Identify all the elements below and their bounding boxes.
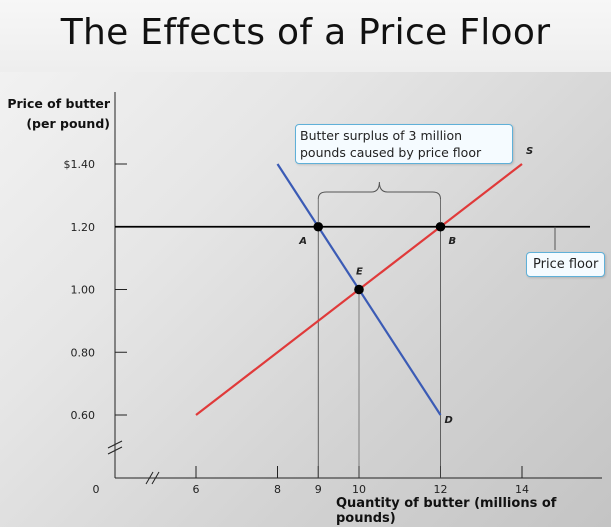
- price-floor-callout: Price floor: [526, 252, 606, 277]
- x-tick-label: 8: [274, 483, 281, 496]
- x-axis-break-mark: [151, 471, 160, 485]
- x-tick-label: 14: [515, 483, 529, 496]
- surplus-callout: Butter surplus of 3 million pounds cause…: [295, 124, 513, 164]
- y-tick-label: 0.80: [71, 346, 96, 359]
- y-tick-label: $1.40: [64, 158, 96, 171]
- point-a: [313, 221, 324, 232]
- x-axis-break-mark: [145, 471, 154, 485]
- series-label-d: D: [445, 415, 453, 426]
- y-tick-label: 0.60: [71, 409, 96, 422]
- point-e: [354, 284, 364, 295]
- title-band: [0, 0, 611, 72]
- y-axis-label: Price of butter (per pound): [4, 94, 110, 134]
- surplus-callout-line1: Butter surplus of 3 million: [300, 128, 463, 143]
- x-tick-label: 9: [315, 483, 322, 496]
- y-tick-label: 1.00: [71, 284, 96, 297]
- series-label-s: S: [526, 146, 533, 157]
- point-label-e: E: [356, 267, 363, 278]
- surplus-bracket: [317, 181, 441, 200]
- point-label-a: A: [298, 236, 307, 247]
- y-axis-label-line2: (per pound): [26, 116, 110, 131]
- y-axis-break-mark: [107, 446, 123, 455]
- x-tick-label: 6: [193, 483, 200, 496]
- y-axis-label-line1: Price of butter: [7, 96, 110, 111]
- chart-title: The Effects of a Price Floor: [60, 12, 551, 53]
- x-axis-label: Quantity of butter (millions of pounds): [336, 496, 557, 526]
- y-axis-break-mark: [107, 440, 123, 449]
- y-tick-label: 1.20: [71, 221, 96, 234]
- x-tick-label: 10: [352, 483, 366, 496]
- point-b: [435, 221, 446, 232]
- surplus-callout-line2: pounds caused by price floor: [300, 145, 482, 160]
- point-label-b: B: [449, 236, 457, 247]
- x-tick-label: 0: [93, 483, 100, 496]
- x-tick-label: 12: [434, 483, 448, 496]
